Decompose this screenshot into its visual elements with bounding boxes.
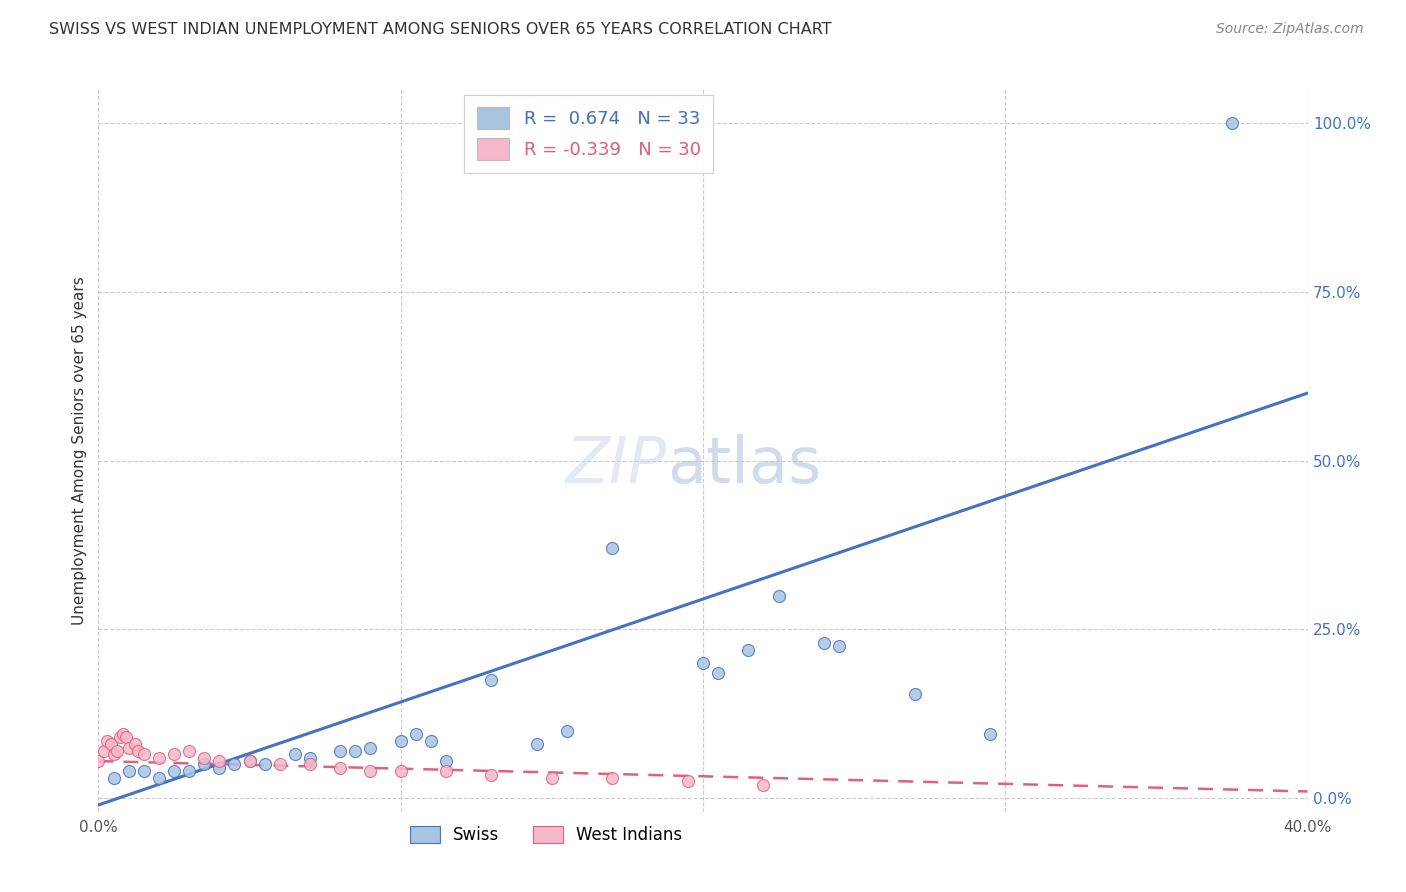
Point xyxy=(555,723,578,738)
Point xyxy=(389,764,412,779)
Point xyxy=(329,761,352,775)
Point xyxy=(208,761,231,775)
Point xyxy=(114,731,136,745)
Point xyxy=(118,764,141,779)
Point xyxy=(163,764,186,779)
Point xyxy=(360,740,382,755)
Point xyxy=(602,771,624,785)
Point xyxy=(420,734,443,748)
Point xyxy=(239,754,262,768)
Point xyxy=(405,727,427,741)
Point xyxy=(163,747,186,762)
Point xyxy=(692,656,714,670)
Point xyxy=(96,734,118,748)
Point xyxy=(239,754,262,768)
Point xyxy=(813,636,835,650)
Point xyxy=(269,757,291,772)
Point xyxy=(179,744,201,758)
Point xyxy=(360,764,382,779)
Text: ZIP: ZIP xyxy=(565,434,666,496)
Text: atlas: atlas xyxy=(666,434,821,496)
Point xyxy=(299,757,322,772)
Point xyxy=(103,747,125,762)
Point xyxy=(752,778,775,792)
Point xyxy=(434,754,457,768)
Point xyxy=(602,541,624,556)
Point xyxy=(284,747,307,762)
Text: Source: ZipAtlas.com: Source: ZipAtlas.com xyxy=(1216,22,1364,37)
Point xyxy=(828,640,851,654)
Point xyxy=(768,589,790,603)
Point xyxy=(193,750,215,764)
Point xyxy=(208,754,231,768)
Point xyxy=(148,771,170,785)
Point xyxy=(132,747,155,762)
Y-axis label: Unemployment Among Seniors over 65 years: Unemployment Among Seniors over 65 years xyxy=(72,277,87,624)
Point xyxy=(707,666,730,681)
Point xyxy=(100,737,122,751)
Point xyxy=(105,744,128,758)
Point xyxy=(148,750,170,764)
Text: SWISS VS WEST INDIAN UNEMPLOYMENT AMONG SENIORS OVER 65 YEARS CORRELATION CHART: SWISS VS WEST INDIAN UNEMPLOYMENT AMONG … xyxy=(49,22,832,37)
Point xyxy=(329,744,352,758)
Point xyxy=(108,731,131,745)
Point xyxy=(979,727,1001,741)
Point xyxy=(434,764,457,779)
Point xyxy=(124,737,146,751)
Point xyxy=(87,754,110,768)
Point xyxy=(93,744,115,758)
Point xyxy=(481,767,503,781)
Point xyxy=(481,673,503,687)
Point xyxy=(224,757,246,772)
Point xyxy=(193,757,215,772)
Point xyxy=(526,737,548,751)
Point xyxy=(132,764,155,779)
Point xyxy=(904,687,927,701)
Point xyxy=(179,764,201,779)
Point xyxy=(540,771,562,785)
Point xyxy=(111,727,134,741)
Legend: R =  0.674   N = 33, R = -0.339   N = 30: R = 0.674 N = 33, R = -0.339 N = 30 xyxy=(464,95,713,173)
Point xyxy=(389,734,412,748)
Point xyxy=(676,774,699,789)
Point xyxy=(299,750,322,764)
Point xyxy=(127,744,149,758)
Point xyxy=(103,771,125,785)
Point xyxy=(118,740,141,755)
Point xyxy=(1220,116,1243,130)
Point xyxy=(737,642,759,657)
Point xyxy=(253,757,276,772)
Point xyxy=(344,744,367,758)
